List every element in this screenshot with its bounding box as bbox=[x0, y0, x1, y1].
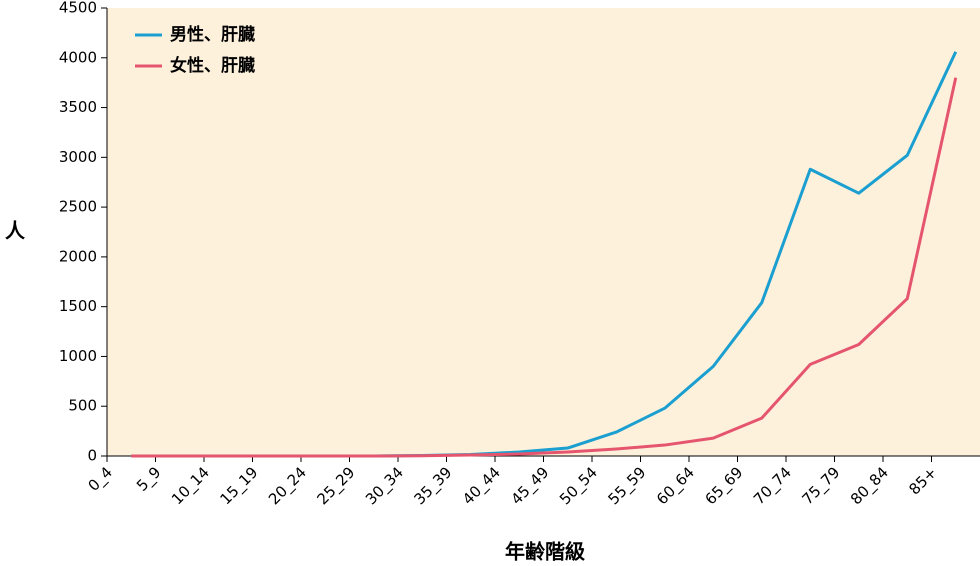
x-tick-label: 0_4 bbox=[84, 463, 116, 495]
x-tick-label: 60_64 bbox=[653, 463, 699, 509]
x-tick-label: 70_74 bbox=[750, 463, 796, 509]
x-tick-label: 40_44 bbox=[459, 463, 505, 509]
y-tick-label: 500 bbox=[68, 397, 97, 415]
y-axis-label: 人 bbox=[5, 219, 26, 243]
x-tick-label: 50_54 bbox=[556, 463, 602, 509]
x-tick-label: 5_9 bbox=[133, 463, 165, 495]
x-tick-label: 75_79 bbox=[798, 463, 844, 509]
x-tick-label: 10_14 bbox=[168, 463, 214, 509]
y-tick-label: 0 bbox=[87, 447, 97, 465]
x-tick-label: 65_69 bbox=[701, 463, 747, 509]
x-tick-label: 20_24 bbox=[265, 463, 311, 509]
plot-background bbox=[107, 8, 980, 456]
y-tick-label: 2000 bbox=[59, 247, 97, 265]
x-tick-label: 15_19 bbox=[216, 463, 262, 509]
x-tick-label: 55_59 bbox=[604, 463, 650, 509]
y-tick-label: 3000 bbox=[59, 148, 97, 166]
x-tick-label: 80_84 bbox=[847, 463, 893, 509]
y-tick-label: 1000 bbox=[59, 347, 97, 365]
x-tick-label: 35_39 bbox=[410, 463, 456, 509]
legend-label: 女性、肝臓 bbox=[170, 55, 255, 76]
x-axis-label: 年齢階級 bbox=[505, 540, 585, 564]
x-tick-label: 45_49 bbox=[507, 463, 553, 509]
y-tick-label: 4500 bbox=[59, 0, 97, 17]
y-tick-label: 3500 bbox=[59, 98, 97, 116]
y-tick-label: 1500 bbox=[59, 297, 97, 315]
y-tick-label: 4000 bbox=[59, 48, 97, 66]
x-tick-label: 85+ bbox=[905, 463, 940, 498]
legend-label: 男性、肝臓 bbox=[170, 24, 255, 45]
series-line bbox=[131, 77, 958, 458]
y-tick-label: 2500 bbox=[59, 198, 97, 216]
x-tick-label: 30_34 bbox=[362, 463, 408, 509]
x-tick-label: 25_29 bbox=[313, 463, 359, 509]
